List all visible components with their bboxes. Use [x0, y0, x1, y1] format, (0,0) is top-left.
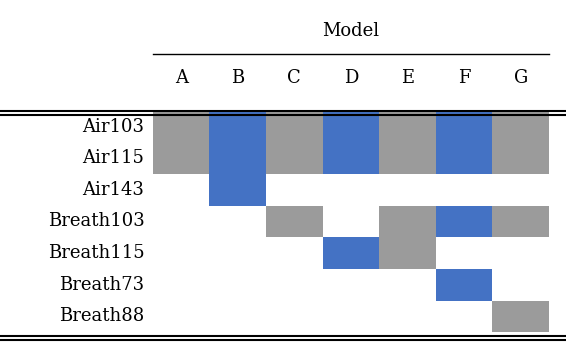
- Text: Air103: Air103: [82, 118, 144, 136]
- Bar: [492, 111, 549, 142]
- Bar: [436, 206, 492, 237]
- Text: Breath115: Breath115: [48, 244, 144, 262]
- Text: Model: Model: [323, 22, 379, 40]
- Bar: [492, 142, 549, 174]
- Text: Breath103: Breath103: [48, 212, 144, 230]
- Bar: [492, 301, 549, 332]
- Bar: [323, 237, 379, 269]
- Bar: [323, 111, 379, 142]
- Text: G: G: [513, 69, 528, 87]
- Bar: [379, 206, 436, 237]
- Bar: [153, 111, 209, 142]
- Text: Air115: Air115: [83, 149, 144, 167]
- Bar: [153, 142, 209, 174]
- Text: Breath88: Breath88: [59, 307, 144, 325]
- Bar: [209, 174, 266, 206]
- Text: B: B: [231, 69, 245, 87]
- Text: A: A: [175, 69, 187, 87]
- Text: D: D: [344, 69, 358, 87]
- Bar: [266, 206, 323, 237]
- Bar: [379, 142, 436, 174]
- Text: Air143: Air143: [83, 181, 144, 199]
- Bar: [266, 142, 323, 174]
- Bar: [379, 111, 436, 142]
- Text: E: E: [401, 69, 414, 87]
- Text: Breath73: Breath73: [59, 276, 144, 294]
- Text: F: F: [458, 69, 470, 87]
- Bar: [492, 206, 549, 237]
- Bar: [266, 111, 323, 142]
- Bar: [323, 142, 379, 174]
- Bar: [436, 269, 492, 301]
- Text: C: C: [288, 69, 301, 87]
- Bar: [379, 237, 436, 269]
- Bar: [209, 142, 266, 174]
- Bar: [436, 142, 492, 174]
- Bar: [209, 111, 266, 142]
- Bar: [436, 111, 492, 142]
